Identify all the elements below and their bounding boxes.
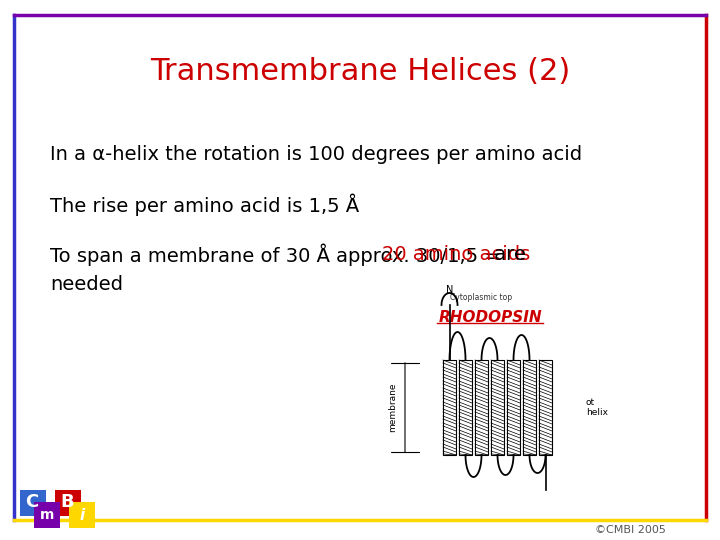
Text: m: m <box>40 508 54 522</box>
Bar <box>539 360 552 455</box>
Text: The rise per amino acid is 1,5 Å: The rise per amino acid is 1,5 Å <box>50 194 359 216</box>
Text: N: N <box>446 285 453 295</box>
Text: needed: needed <box>50 275 123 294</box>
Bar <box>20 490 46 516</box>
Text: To span a membrane of 30 Å approx. 30/1,5 =: To span a membrane of 30 Å approx. 30/1,… <box>50 244 507 266</box>
Bar <box>69 502 95 528</box>
Bar <box>507 360 520 455</box>
Bar <box>523 360 536 455</box>
Text: 20 amino acids: 20 amino acids <box>382 246 531 265</box>
Text: Transmembrane Helices (2): Transmembrane Helices (2) <box>150 57 570 86</box>
Bar <box>475 360 488 455</box>
Text: RHODOPSIN: RHODOPSIN <box>438 310 542 326</box>
Text: are: are <box>488 246 526 265</box>
Bar <box>35 502 60 528</box>
Text: membrane: membrane <box>388 383 397 432</box>
Text: i: i <box>80 508 85 523</box>
Text: C: C <box>25 494 38 511</box>
Bar <box>459 360 472 455</box>
Text: ot
helix: ot helix <box>586 398 608 417</box>
Text: In a α-helix the rotation is 100 degrees per amino acid: In a α-helix the rotation is 100 degrees… <box>50 145 582 165</box>
Bar <box>443 360 456 455</box>
Text: Cytoplasmic top: Cytoplasmic top <box>451 294 513 302</box>
Bar <box>491 360 504 455</box>
Bar <box>55 490 81 516</box>
Text: ©CMBI 2005: ©CMBI 2005 <box>595 525 665 535</box>
Text: B: B <box>60 494 74 511</box>
